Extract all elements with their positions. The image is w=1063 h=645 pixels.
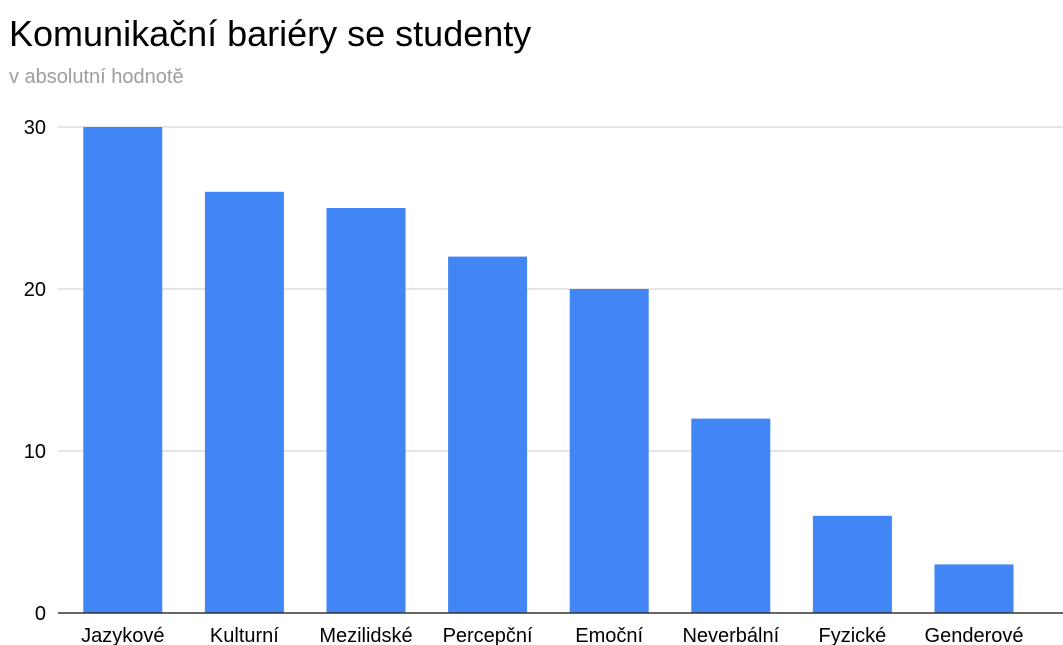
y-tick-labels: 0 10 20 30 (24, 117, 46, 625)
x-tick-label: Neverbální (682, 625, 779, 645)
bar-1 (204, 191, 284, 614)
bars (83, 127, 1014, 614)
x-tick-label: Emoční (575, 625, 643, 645)
y-tick-label: 20 (24, 279, 46, 301)
x-tick-label: Genderové (925, 625, 1024, 645)
y-tick-label: 30 (24, 117, 46, 139)
bar-2 (326, 208, 406, 613)
y-tick-label: 10 (24, 441, 46, 463)
x-tick-label: Fyzické (819, 625, 887, 645)
x-tick-label: Mezilidské (319, 625, 412, 645)
x-tick-label: Kulturní (210, 625, 279, 645)
bar-7 (934, 564, 1014, 613)
bar-4 (569, 289, 649, 613)
bar-3 (448, 256, 528, 613)
bar-5 (691, 418, 771, 613)
x-tick-label: Jazykové (81, 625, 164, 645)
chart-title: Komunikační bariéry se studenty (9, 13, 532, 54)
y-tick-label: 0 (35, 603, 46, 625)
x-tick-labels: Jazykové Kulturní Mezilidské Percepční Emočn… (81, 625, 1023, 645)
bar-6 (812, 515, 892, 613)
bar-0 (83, 127, 163, 613)
chart-subtitle: v absolutní hodnotě (9, 66, 184, 88)
x-tick-label: Percepční (443, 625, 533, 645)
